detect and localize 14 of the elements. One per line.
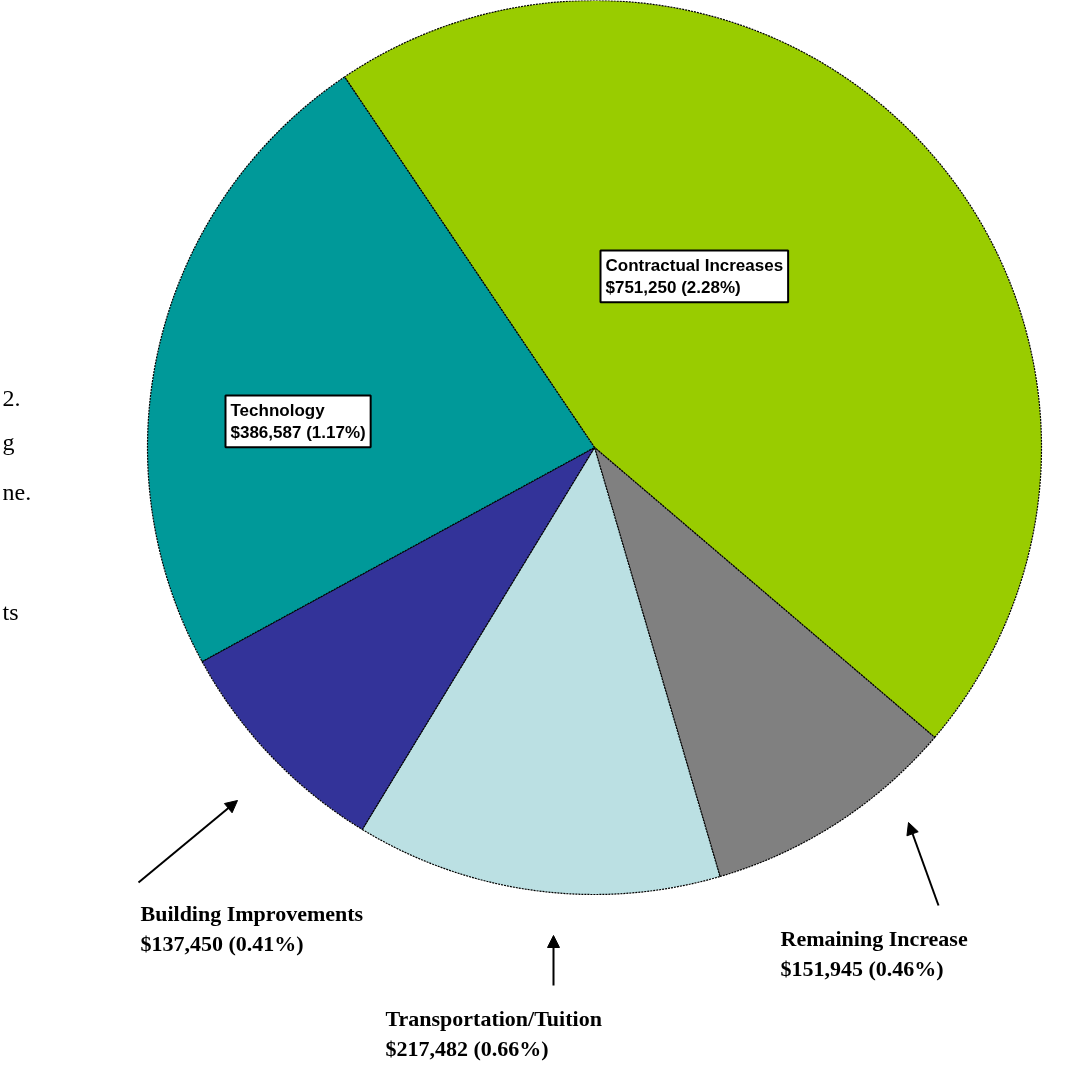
data-label: $386,587 (1.17%)	[230, 423, 366, 443]
text: g	[2, 428, 15, 455]
text: ts	[2, 598, 19, 625]
slice-label: Transportation/Tuition	[385, 1005, 602, 1031]
data-label: $151,945 (0.46%)	[780, 955, 944, 981]
text: 2.	[2, 384, 21, 411]
text: ne.	[2, 478, 32, 505]
slice-label: Building Improvements	[140, 900, 364, 926]
slice-label: Remaining Increase	[780, 925, 968, 951]
data-label: $217,482 (0.66%)	[385, 1035, 549, 1061]
slice-label: Contractual Increases	[605, 255, 784, 275]
data-label: $137,450 (0.41%)	[140, 930, 304, 956]
data-label: $751,250 (2.28%)	[605, 278, 741, 298]
slice-label: Technology	[230, 400, 326, 420]
